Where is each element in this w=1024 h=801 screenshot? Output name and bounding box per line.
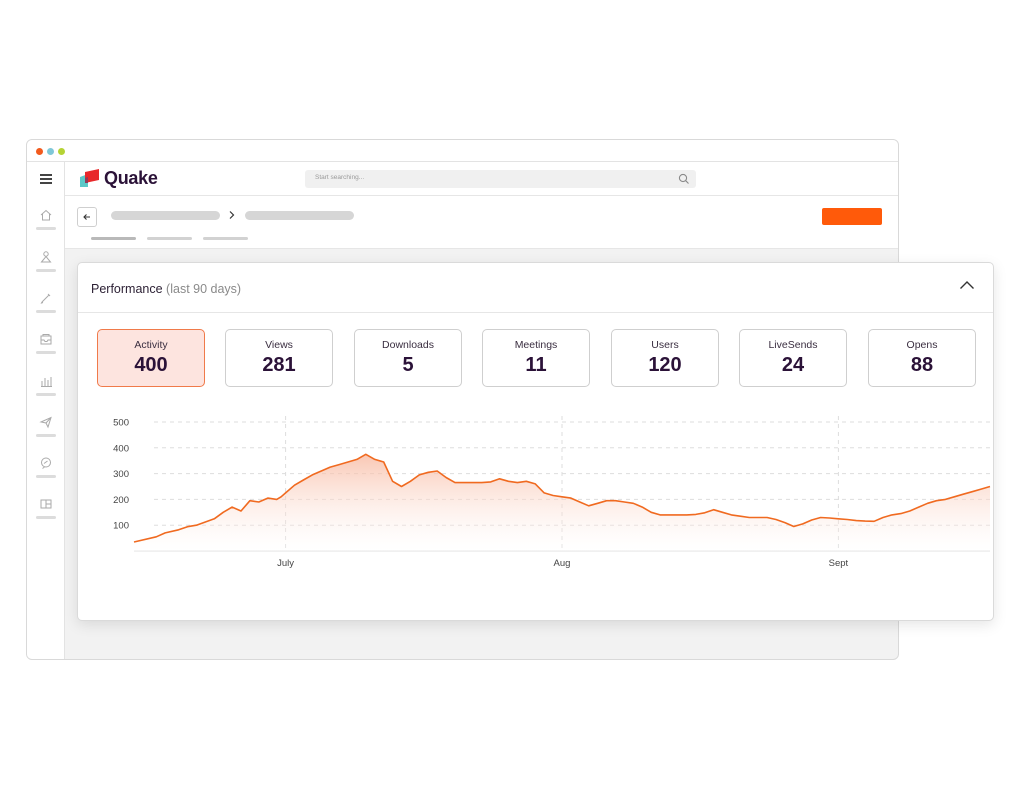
stat-value: 5 xyxy=(402,354,414,376)
close-window-dot[interactable] xyxy=(36,148,43,155)
arrow-left-icon xyxy=(83,214,90,220)
stat-value: 281 xyxy=(262,354,296,376)
stat-card-downloads[interactable]: Downloads 5 xyxy=(354,329,462,387)
y-tick-label: 500 xyxy=(113,418,129,429)
stat-label: Opens xyxy=(906,339,938,351)
sidebar-item-chat[interactable] xyxy=(36,456,56,486)
performance-card-header: Performance (last 90 days) xyxy=(78,263,993,313)
layout-icon xyxy=(40,499,52,509)
brand-name: Quake xyxy=(104,168,158,188)
chevron-up-icon[interactable] xyxy=(959,280,975,290)
chevron-right-icon xyxy=(229,211,235,219)
top-bar: Quake Start searching... xyxy=(65,162,898,196)
window-titlebar xyxy=(27,140,898,162)
stat-card-opens[interactable]: Opens 88 xyxy=(868,329,976,387)
y-tick-label: 200 xyxy=(113,495,129,506)
maximize-window-dot[interactable] xyxy=(58,148,65,155)
inbox-icon xyxy=(40,334,52,345)
performance-subtitle: (last 90 days) xyxy=(166,282,242,296)
stat-label: Meetings xyxy=(514,339,558,351)
x-tick-label: Sept xyxy=(829,558,849,569)
y-tick-label: 100 xyxy=(113,521,129,532)
x-tick-label: July xyxy=(277,558,294,569)
sidebar xyxy=(27,162,65,659)
bar-chart-icon xyxy=(41,377,52,387)
sidebar-item-layout[interactable] xyxy=(36,497,56,527)
y-tick-label: 300 xyxy=(113,469,129,480)
back-button[interactable] xyxy=(77,207,97,227)
brand-logo[interactable]: Quake xyxy=(79,168,158,189)
performance-title-text: Performance xyxy=(91,282,163,296)
stat-label: Users xyxy=(651,339,679,351)
stat-label: Downloads xyxy=(382,339,434,351)
stat-card-views[interactable]: Views 281 xyxy=(225,329,333,387)
stat-label: Activity xyxy=(134,339,168,351)
chat-icon xyxy=(41,457,51,469)
breadcrumb-placeholder-1[interactable] xyxy=(111,211,220,220)
performance-card: Performance (last 90 days) Activity 400 … xyxy=(77,262,994,621)
tab-placeholder-1[interactable] xyxy=(91,237,136,240)
search-icon[interactable] xyxy=(678,173,690,185)
home-icon xyxy=(40,209,52,221)
stat-value: 88 xyxy=(910,354,934,376)
search-placeholder: Start searching... xyxy=(315,174,365,181)
stat-value: 400 xyxy=(134,354,168,376)
sidebar-item-tools[interactable] xyxy=(36,291,56,321)
quake-logo-icon xyxy=(80,168,99,187)
x-tick-label: Aug xyxy=(554,558,571,569)
stat-value: 120 xyxy=(648,354,682,376)
stat-card-livesends[interactable]: LiveSends 24 xyxy=(739,329,847,387)
breadcrumb-placeholder-2[interactable] xyxy=(245,211,354,220)
menu-icon[interactable] xyxy=(40,174,52,184)
activity-line xyxy=(133,453,991,543)
y-tick-label: 400 xyxy=(113,443,129,454)
tab-placeholder-2[interactable] xyxy=(147,237,192,240)
sidebar-item-home[interactable] xyxy=(36,208,56,238)
primary-action-button[interactable] xyxy=(822,208,882,225)
send-icon xyxy=(39,416,52,429)
page-header xyxy=(65,196,898,249)
search-bar[interactable]: Start searching... xyxy=(305,170,696,188)
sidebar-item-send[interactable] xyxy=(36,415,56,445)
stat-label: LiveSends xyxy=(768,339,818,351)
sidebar-item-person[interactable] xyxy=(36,250,56,280)
stat-label: Views xyxy=(265,339,293,351)
stat-value: 24 xyxy=(781,354,805,376)
tab-placeholder-3[interactable] xyxy=(203,237,248,240)
performance-title: Performance (last 90 days) xyxy=(91,282,241,296)
stat-value: 11 xyxy=(525,354,547,376)
activity-chart: 100 200 300 400 500 July Aug Sept xyxy=(113,416,991,569)
sidebar-item-analytics[interactable] xyxy=(36,374,56,404)
stat-card-meetings[interactable]: Meetings 11 xyxy=(482,329,590,387)
activity-area xyxy=(134,454,990,551)
person-icon xyxy=(40,251,52,263)
sidebar-item-inbox[interactable] xyxy=(36,332,56,362)
stat-card-users[interactable]: Users 120 xyxy=(611,329,719,387)
minimize-window-dot[interactable] xyxy=(47,148,54,155)
stat-card-activity[interactable]: Activity 400 xyxy=(97,329,205,387)
pen-icon xyxy=(40,293,51,304)
